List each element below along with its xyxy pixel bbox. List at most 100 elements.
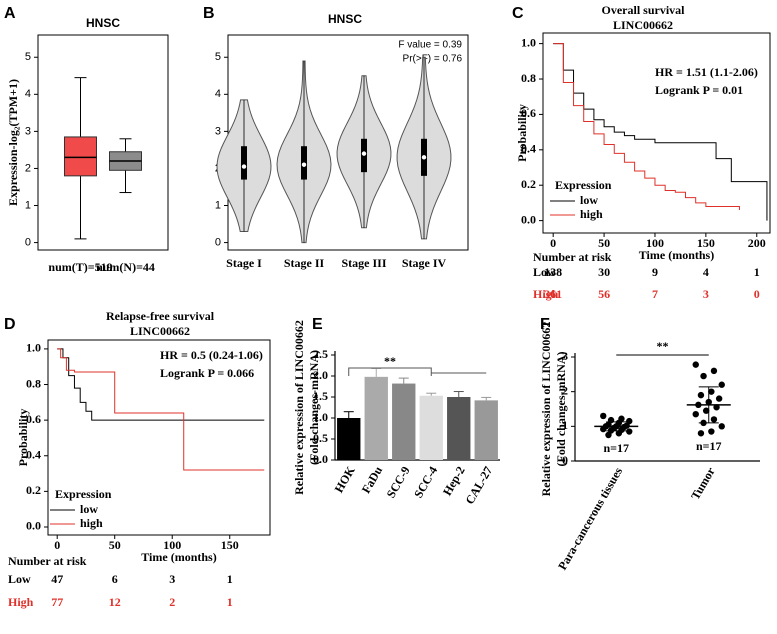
y-axis-label: (Fold changes-mRNA) [554, 352, 568, 467]
bar [474, 400, 498, 460]
panel-letter: B [203, 5, 215, 22]
chart-title: HNSC [86, 16, 120, 30]
risk-value: 4 [703, 265, 709, 279]
legend-label: high [80, 516, 103, 530]
annotation: F value = 0.39 [398, 40, 462, 51]
annotation: Logrank P = 0.01 [655, 83, 743, 97]
y-tick-label: 0.0 [521, 212, 536, 226]
x-tick-label: CAL-27 [462, 464, 495, 507]
y-axis-label: (Fold changes-mRNA) [307, 350, 321, 465]
y-tick-label: 1 [215, 199, 221, 211]
x-tick-label: num(T)=519 [48, 260, 112, 274]
risk-value: 12 [109, 595, 121, 609]
data-point [710, 367, 718, 375]
y-tick-label: 0.6 [521, 106, 536, 120]
plot-frame [542, 32, 771, 234]
y-tick-label: 4 [25, 88, 31, 100]
y-axis-label: Relative expression of LINC00662 [539, 322, 553, 497]
x-tick-label: Hep-2 [440, 464, 468, 498]
annotation: HR = 0.5 (0.24-1.06) [160, 348, 263, 362]
x-tick-label: num(N)=44 [96, 260, 155, 274]
survival-curve [57, 348, 265, 471]
y-tick-label: 0 [562, 453, 568, 467]
x-tick-label: 150 [697, 236, 715, 250]
x-tick-label: HOK [332, 463, 358, 495]
median [421, 155, 427, 160]
chart-title: HNSC [328, 12, 362, 26]
plot-frame [47, 339, 271, 536]
chart-title: Overall survival [602, 3, 686, 17]
y-tick-label: 0.8 [521, 71, 536, 85]
data-point [708, 428, 715, 435]
x-tick-label: 100 [163, 538, 181, 552]
data-point [692, 411, 699, 418]
y-tick-label: 0.0 [313, 452, 328, 466]
data-point [708, 388, 715, 395]
significance: ** [384, 354, 396, 368]
bar [447, 397, 471, 460]
x-tick-label: Stage III [341, 256, 386, 270]
data-point [715, 395, 723, 402]
bar [337, 418, 361, 460]
y-tick-label: 1.0 [521, 35, 536, 49]
panel-letter: C [512, 5, 524, 22]
risk-value: 1 [754, 265, 760, 279]
x-tick-label: Para-cancerous tissues [555, 465, 625, 573]
panel-letter: A [4, 5, 16, 22]
data-point [702, 407, 710, 414]
y-tick-label: 3 [215, 125, 221, 137]
y-tick-label: 2.5 [313, 347, 328, 361]
chart-title: LINC00662 [613, 18, 673, 32]
annotation: HR = 1.51 (1.1-2.06) [655, 65, 758, 79]
y-tick-label: 1.0 [313, 410, 328, 424]
legend-title: Expression [55, 487, 112, 501]
significance-bracket [348, 367, 487, 376]
bar [392, 383, 416, 460]
x-tick-label: 150 [221, 538, 239, 552]
risk-value: 30 [598, 265, 610, 279]
data-point [710, 416, 718, 423]
data-point [697, 391, 705, 399]
y-tick-label: 1 [562, 418, 568, 432]
risk-value: 138 [544, 265, 562, 279]
y-tick-label: 0.4 [26, 448, 41, 462]
risk-value: 9 [652, 265, 658, 279]
x-tick-label: 0 [550, 236, 556, 250]
legend-label: low [80, 502, 98, 516]
survival-curve [553, 43, 740, 210]
annotation: Pr(>F) = 0.76 [403, 54, 463, 65]
annotation: Logrank P = 0.066 [160, 366, 254, 380]
x-tick-label: Tumor [688, 464, 718, 502]
risk-value: 47 [51, 572, 63, 586]
y-axis-label: Probability [515, 104, 529, 162]
x-tick-label: 50 [598, 236, 610, 250]
y-tick-label: 0.6 [26, 412, 41, 426]
y-tick-label: 0.8 [26, 376, 41, 390]
risk-value: 56 [598, 287, 610, 301]
n-label: n=17 [603, 441, 629, 455]
x-tick-label: 200 [748, 236, 766, 250]
y-tick-label: 0 [25, 236, 31, 248]
box [241, 146, 247, 180]
x-tick-label: SCC-4 [411, 464, 440, 500]
legend-label: low [580, 193, 598, 207]
y-tick-label: 0.2 [521, 177, 536, 191]
data-point [615, 430, 623, 437]
y-tick-label: 1.0 [26, 341, 41, 355]
risk-value: 0 [754, 287, 760, 301]
median [241, 164, 247, 169]
y-tick-label: 4 [215, 88, 221, 100]
risk-row-label: Low [8, 572, 31, 586]
x-tick-label: Stage II [284, 256, 325, 270]
x-tick-label: SCC-9 [384, 464, 413, 500]
y-tick-label: 2 [562, 383, 568, 397]
risk-row-label: High [8, 595, 34, 609]
risk-value: 3 [703, 287, 709, 301]
y-tick-label: 0.5 [313, 431, 328, 445]
risk-value: 361 [544, 287, 562, 301]
data-point [700, 372, 707, 380]
y-axis-label: Probability [16, 409, 30, 467]
y-tick-label: 5 [215, 51, 221, 63]
y-axis-label: Expression-log₂(TPM+1) [6, 79, 20, 206]
